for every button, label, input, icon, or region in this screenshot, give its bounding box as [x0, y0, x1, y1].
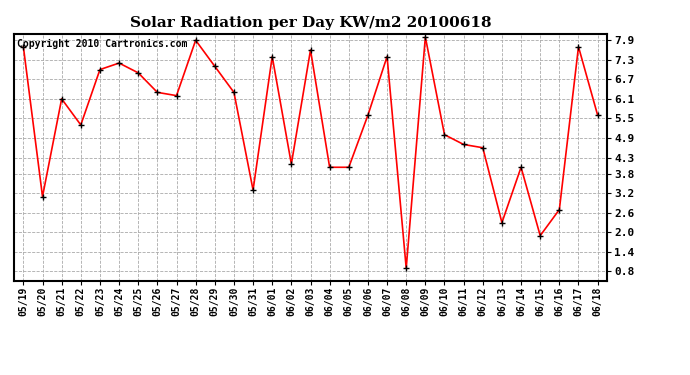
Text: Copyright 2010 Cartronics.com: Copyright 2010 Cartronics.com — [17, 39, 187, 49]
Title: Solar Radiation per Day KW/m2 20100618: Solar Radiation per Day KW/m2 20100618 — [130, 16, 491, 30]
